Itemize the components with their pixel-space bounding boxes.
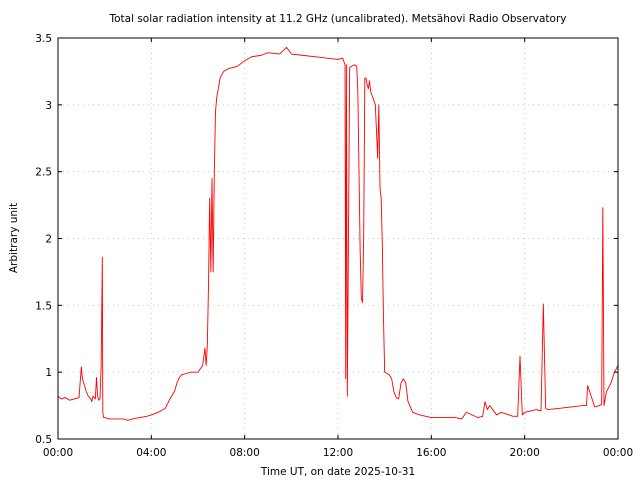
y-tick-label: 3 — [45, 100, 52, 112]
y-tick-label: 2 — [45, 234, 52, 246]
chart-title: Total solar radiation intensity at 11.2 … — [108, 13, 566, 25]
grid — [58, 38, 618, 439]
y-tick-label: 3.5 — [35, 33, 52, 45]
x-axis-label: Time UT, on date 2025-10-31 — [260, 466, 415, 478]
y-tick-label: 2.5 — [35, 167, 52, 179]
y-tick-label: 1 — [45, 367, 52, 379]
x-tick-label: 04:00 — [136, 447, 166, 459]
x-tick-label: 00:00 — [603, 447, 633, 459]
x-tick-label: 12:00 — [323, 447, 353, 459]
x-tick-label: 08:00 — [230, 447, 260, 459]
y-axis-label: Arbitrary unit — [8, 203, 20, 273]
x-tick-label: 16:00 — [416, 447, 446, 459]
x-tick-label: 00:00 — [43, 447, 73, 459]
series-layer — [57, 46, 619, 421]
y-tick-label: 0.5 — [35, 434, 52, 446]
series-line — [57, 46, 619, 421]
ticks: 00:00 04:00 08:00 12:00 16:00 20:00 00:000.511… — [35, 33, 633, 459]
y-tick-label: 1.5 — [35, 300, 52, 312]
x-tick-label: 20:00 — [510, 447, 540, 459]
